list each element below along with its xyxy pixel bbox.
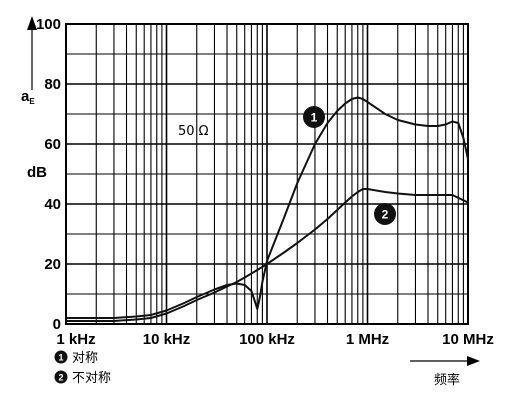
series-1-marker: 1 [303, 106, 325, 128]
x-tick-label: 10 MHz [442, 331, 494, 348]
x-tick-label: 1 kHz [56, 331, 95, 348]
y-axis-arrow-head [27, 16, 37, 30]
legend-item-1: 1 对称 [54, 350, 98, 366]
impedance-annotation: 50 Ω [178, 124, 209, 139]
grid [65, 23, 468, 325]
series-line-1 [65, 96, 469, 319]
y-tick-label: 80 [44, 76, 61, 93]
y-tick-label: 20 [44, 256, 61, 273]
y-tick-label: 40 [44, 196, 61, 213]
y-axis-label: dB [27, 164, 47, 181]
y-tick-label: 100 [36, 16, 61, 33]
series-lines [65, 96, 469, 322]
svg-text:对称: 对称 [72, 351, 98, 366]
x-tick-label: 1 MHz [346, 331, 389, 348]
svg-text:1: 1 [311, 111, 318, 125]
y-tick-label: 60 [44, 136, 61, 153]
y-axis: 0 20 40 60 80 100 [36, 16, 61, 333]
svg-text:不对称: 不对称 [72, 371, 111, 386]
x-axis-arrow-head [467, 356, 480, 366]
series-2-marker: 2 [374, 203, 396, 225]
y-tick-label: 0 [53, 316, 61, 333]
y-axis-symbol: aE [21, 88, 35, 106]
x-tick-label: 10 kHz [143, 331, 191, 348]
legend-item-2: 2 不对称 [54, 370, 111, 386]
svg-text:2: 2 [58, 373, 63, 383]
svg-text:2: 2 [382, 208, 389, 222]
svg-text:1: 1 [58, 353, 63, 363]
legend: 1 对称 2 不对称 [54, 350, 111, 386]
series-line-2 [65, 188, 469, 322]
plot-frame [65, 23, 469, 325]
x-tick-label: 100 kHz [239, 331, 295, 348]
x-axis-label: 频率 [434, 372, 460, 388]
x-axis: 1 kHz 10 kHz 100 kHz 1 MHz 10 MHz [56, 331, 493, 348]
